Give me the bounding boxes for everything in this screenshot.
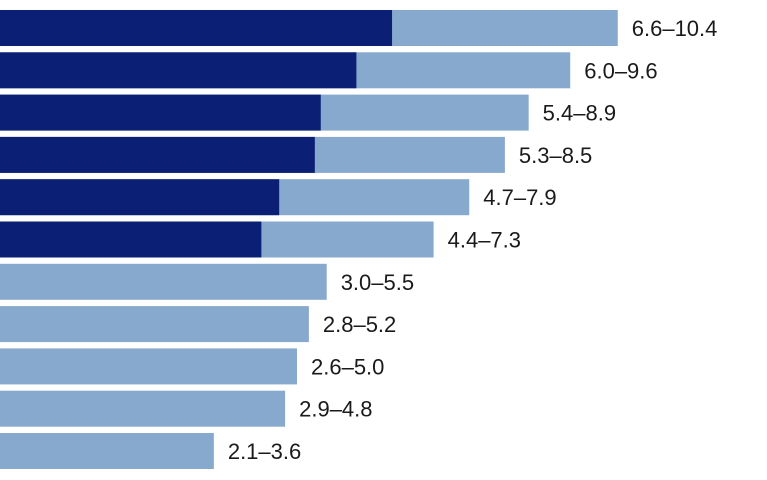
range-label-10: 2.9–4.8 [299, 397, 372, 422]
bar-high-10 [0, 390, 286, 427]
range-label-7: 3.0–5.5 [341, 270, 414, 295]
bar-row-5: 4.7–7.9 [0, 179, 557, 216]
bar-low-3 [0, 94, 321, 131]
range-label-8: 2.8–5.2 [323, 312, 396, 337]
bar-row-3: 5.4–8.9 [0, 94, 616, 131]
bar-row-4: 5.3–8.5 [0, 136, 592, 173]
bar-high-7 [0, 263, 327, 300]
bar-row-10: 2.9–4.8 [0, 390, 373, 427]
bar-row-2: 6.0–9.6 [0, 52, 658, 89]
bar-high-9 [0, 348, 297, 385]
bar-row-8: 2.8–5.2 [0, 306, 396, 343]
bar-low-4 [0, 136, 315, 173]
range-label-11: 2.1–3.6 [228, 439, 301, 464]
bar-row-9: 2.6–5.0 [0, 348, 384, 385]
bar-row-11: 2.1–3.6 [0, 433, 301, 469]
bar-low-5 [0, 179, 280, 216]
bar-row-1: 6.6–10.4 [0, 10, 717, 46]
range-label-1: 6.6–10.4 [632, 16, 718, 41]
bar-low-6 [0, 221, 262, 258]
bar-row-6: 4.4–7.3 [0, 221, 521, 258]
bar-low-2 [0, 52, 357, 89]
bar-high-11 [0, 433, 214, 469]
range-label-9: 2.6–5.0 [311, 354, 384, 379]
range-label-5: 4.7–7.9 [483, 185, 556, 210]
range-label-4: 5.3–8.5 [519, 143, 592, 168]
bar-high-8 [0, 306, 309, 343]
bar-row-7: 3.0–5.5 [0, 263, 414, 300]
bar-low-1 [0, 10, 393, 46]
range-label-6: 4.4–7.3 [448, 228, 521, 253]
range-label-2: 6.0–9.6 [584, 58, 657, 83]
range-label-3: 5.4–8.9 [543, 101, 616, 126]
